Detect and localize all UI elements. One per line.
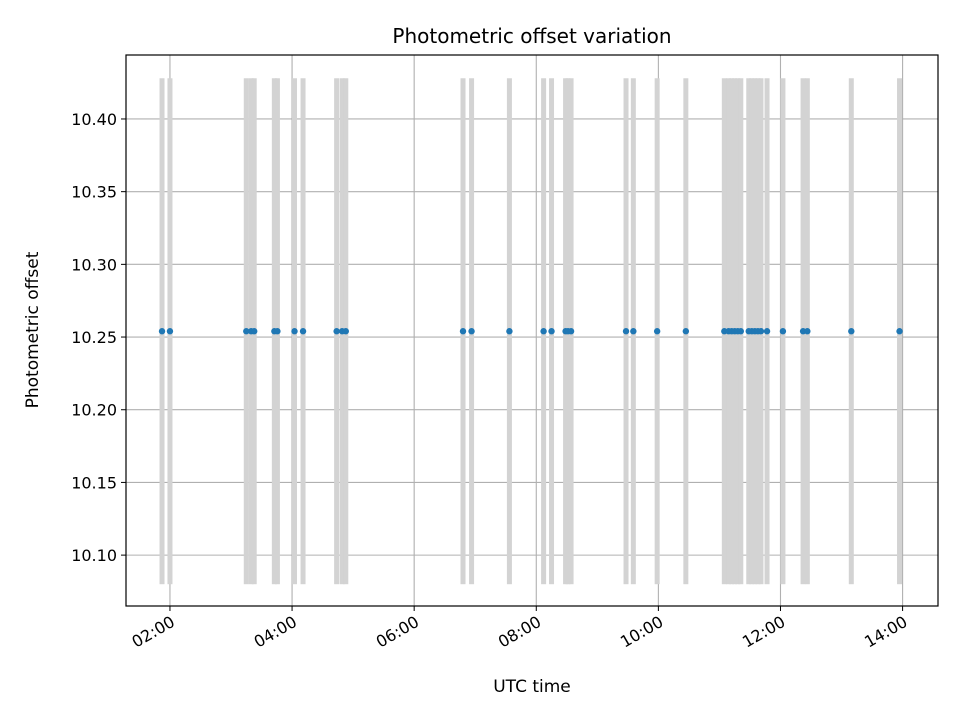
data-points xyxy=(158,328,903,335)
y-tick-label: 10.15 xyxy=(71,473,117,492)
data-point xyxy=(757,328,765,335)
y-tick-label: 10.40 xyxy=(71,110,117,129)
y-axis-label: Photometric offset xyxy=(23,251,43,408)
data-point xyxy=(468,328,475,335)
y-axis: 10.10 10.15 10.20 10.25 10.30 10.35 10.40 xyxy=(71,110,126,565)
data-point xyxy=(630,328,637,335)
data-point xyxy=(653,328,661,335)
data-point xyxy=(291,328,298,335)
y-tick-label: 10.35 xyxy=(71,183,117,202)
data-point xyxy=(848,328,855,335)
data-point xyxy=(342,328,349,335)
data-point xyxy=(506,328,513,335)
data-point xyxy=(166,328,174,335)
data-point xyxy=(251,328,258,335)
y-tick-label: 10.25 xyxy=(71,328,117,347)
data-point xyxy=(804,328,811,335)
plot-frame xyxy=(125,54,939,607)
chart-title: Photometric offset variation xyxy=(392,24,671,48)
y-tick-label: 10.10 xyxy=(71,546,117,565)
data-point xyxy=(158,328,166,335)
data-point xyxy=(682,328,690,335)
x-axis-label: UTC time xyxy=(493,677,571,697)
data-point xyxy=(779,328,787,335)
y-tick-label: 10.20 xyxy=(71,401,117,420)
y-tick-label: 10.30 xyxy=(71,255,117,274)
data-point xyxy=(567,328,575,335)
data-point xyxy=(333,328,340,335)
data-point xyxy=(243,328,250,335)
data-point xyxy=(896,328,903,335)
data-point xyxy=(540,328,547,335)
data-point xyxy=(299,328,307,335)
data-point xyxy=(622,328,630,335)
data-point xyxy=(548,328,555,335)
data-point xyxy=(274,328,281,335)
data-point xyxy=(763,328,771,335)
data-point xyxy=(459,328,467,335)
data-point xyxy=(737,328,744,335)
